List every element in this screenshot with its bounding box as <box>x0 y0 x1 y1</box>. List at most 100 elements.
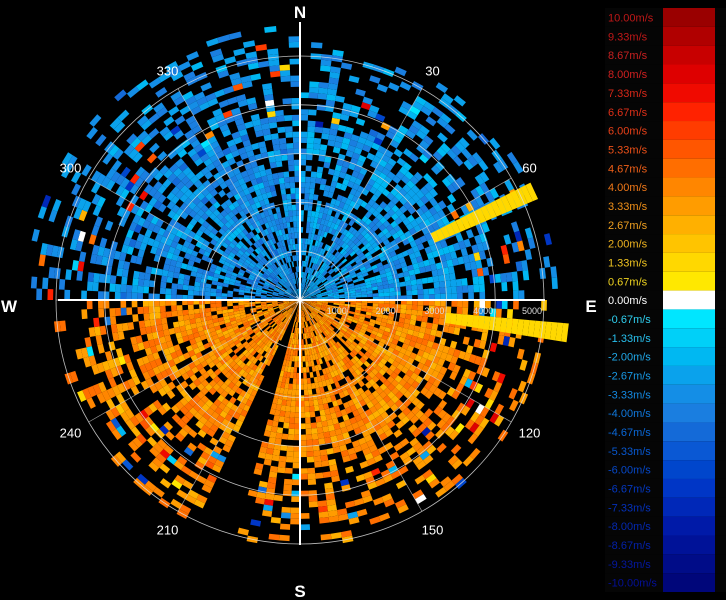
velocity-cell <box>245 219 252 227</box>
velocity-cell <box>406 377 415 386</box>
velocity-cell <box>203 250 211 258</box>
velocity-cell <box>375 113 386 122</box>
velocity-cell <box>229 72 241 81</box>
velocity-cell <box>320 325 326 332</box>
velocity-cell <box>105 420 117 432</box>
velocity-cell <box>308 289 314 294</box>
velocity-cell <box>322 280 329 285</box>
velocity-cell <box>474 174 485 186</box>
velocity-cell <box>293 290 297 296</box>
velocity-cell <box>170 71 184 82</box>
velocity-cell <box>188 349 196 358</box>
range-label: 5000 <box>522 306 542 316</box>
velocity-cell <box>417 289 424 295</box>
velocity-cell <box>363 232 371 240</box>
velocity-cell <box>280 329 285 335</box>
velocity-cell <box>178 162 189 172</box>
velocity-cell <box>161 269 169 277</box>
velocity-cell <box>308 233 312 240</box>
velocity-cell <box>306 327 309 333</box>
velocity-cell <box>310 245 315 252</box>
velocity-cell <box>249 321 256 326</box>
velocity-cell <box>422 149 433 160</box>
velocity-cell <box>331 235 337 242</box>
velocity-cell <box>348 269 355 275</box>
velocity-cell <box>315 177 322 184</box>
velocity-cell <box>308 332 312 338</box>
velocity-cell <box>440 422 451 433</box>
velocity-cell <box>432 151 443 162</box>
velocity-cell <box>271 454 280 462</box>
velocity-cell <box>252 327 259 333</box>
velocity-cell <box>216 414 225 424</box>
velocity-cell <box>305 297 312 300</box>
velocity-cell <box>324 283 330 288</box>
velocity-cell <box>479 232 488 243</box>
velocity-cell <box>209 372 218 380</box>
velocity-cell <box>261 307 268 311</box>
velocity-cell <box>271 138 280 146</box>
velocity-cell <box>326 396 333 403</box>
velocity-cell <box>397 272 405 279</box>
velocity-cell <box>228 263 236 270</box>
velocity-cell <box>359 236 367 244</box>
velocity-cell <box>399 196 408 206</box>
velocity-cell <box>227 157 236 166</box>
velocity-cell <box>313 143 321 150</box>
velocity-cell <box>251 222 258 230</box>
velocity-cell <box>274 344 279 351</box>
velocity-cell <box>162 347 171 356</box>
velocity-cell <box>310 312 316 318</box>
velocity-cell <box>289 302 295 305</box>
velocity-cell <box>292 284 296 291</box>
velocity-cell <box>252 196 260 204</box>
velocity-cell <box>410 335 418 343</box>
velocity-cell <box>302 304 306 311</box>
velocity-cell <box>284 210 290 218</box>
velocity-cell <box>377 231 385 239</box>
velocity-cell <box>382 314 389 320</box>
velocity-cell <box>395 420 405 430</box>
velocity-cell <box>283 416 290 423</box>
velocity-cell <box>342 401 350 409</box>
velocity-cell <box>335 334 342 340</box>
velocity-cell <box>369 186 378 195</box>
velocity-cell <box>247 102 258 111</box>
velocity-cell <box>333 265 339 272</box>
velocity-cell <box>365 476 376 485</box>
velocity-cell <box>155 87 168 98</box>
velocity-cell <box>236 260 244 267</box>
velocity-cell <box>277 302 284 305</box>
velocity-cell <box>313 309 319 313</box>
velocity-cell <box>366 254 373 261</box>
velocity-spike-cell <box>465 213 477 228</box>
velocity-cell <box>298 316 300 323</box>
velocity-cell <box>437 200 447 210</box>
velocity-cell <box>226 245 234 252</box>
velocity-cell <box>441 412 452 423</box>
velocity-cell <box>489 187 500 199</box>
velocity-cell <box>432 212 441 222</box>
velocity-cell <box>293 142 300 149</box>
velocity-cell <box>222 147 232 156</box>
velocity-cell <box>322 263 328 269</box>
velocity-cell <box>421 426 431 437</box>
velocity-cell <box>107 359 116 370</box>
velocity-cell <box>343 244 350 251</box>
velocity-cell <box>285 290 291 294</box>
velocity-cell <box>206 149 216 159</box>
velocity-cell <box>210 450 220 460</box>
legend-label: -10.00m/s <box>608 578 657 590</box>
velocity-cell <box>225 401 234 409</box>
velocity-cell <box>198 367 207 376</box>
velocity-cell <box>228 367 236 375</box>
velocity-spike-cell <box>466 314 474 328</box>
velocity-cell <box>342 311 349 316</box>
velocity-cell <box>182 335 190 343</box>
velocity-cell <box>419 326 427 334</box>
velocity-cell <box>276 267 281 274</box>
velocity-cell <box>371 449 381 458</box>
velocity-cell <box>308 289 314 294</box>
velocity-spike-cell <box>483 316 491 330</box>
velocity-cell <box>360 391 368 400</box>
